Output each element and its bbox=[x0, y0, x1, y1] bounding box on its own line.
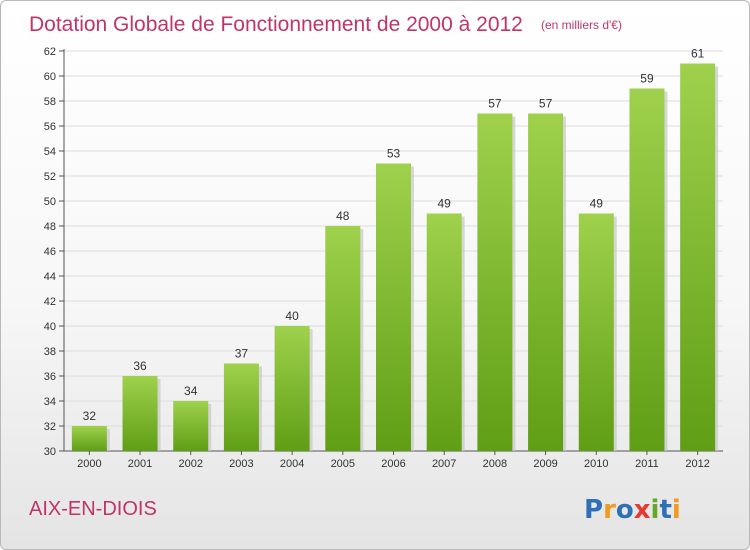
y-tick-label: 50 bbox=[44, 196, 56, 208]
x-tick-label: 2010 bbox=[584, 458, 608, 470]
y-tick-label: 36 bbox=[44, 371, 56, 383]
x-tick-label: 2004 bbox=[280, 458, 304, 470]
logo-letter: i bbox=[651, 495, 660, 525]
bars bbox=[71, 63, 719, 451]
y-tick-label: 34 bbox=[44, 396, 56, 408]
y-tick-label: 30 bbox=[44, 446, 56, 458]
y-tick-label: 58 bbox=[44, 96, 56, 108]
x-tick-label: 2001 bbox=[128, 458, 152, 470]
y-tick-label: 38 bbox=[44, 346, 56, 358]
data-label: 49 bbox=[438, 197, 452, 211]
x-tick-label: 2006 bbox=[381, 458, 405, 470]
chart-title: Dotation Globale de Fonctionnement de 20… bbox=[29, 13, 523, 36]
logo-letter: t bbox=[659, 495, 671, 525]
x-tick-label: 2005 bbox=[331, 458, 355, 470]
y-tick-label: 62 bbox=[44, 46, 56, 58]
y-tick-label: 54 bbox=[44, 146, 56, 158]
y-tick-label: 60 bbox=[44, 71, 56, 83]
data-label: 57 bbox=[539, 97, 553, 111]
y-tick-label: 44 bbox=[44, 271, 56, 283]
data-label: 57 bbox=[488, 97, 502, 111]
bar bbox=[223, 363, 259, 451]
bar bbox=[122, 376, 158, 451]
data-label: 48 bbox=[336, 209, 350, 223]
y-tick-label: 52 bbox=[44, 171, 56, 183]
x-tick-label: 2000 bbox=[77, 458, 101, 470]
x-tick-label: 2007 bbox=[432, 458, 456, 470]
y-tick-label: 40 bbox=[44, 321, 56, 333]
data-label: 34 bbox=[184, 384, 198, 398]
logo-letter: x bbox=[634, 495, 651, 525]
bar bbox=[376, 163, 411, 451]
commune-name: AIX-EN-DIOIS bbox=[29, 498, 157, 520]
logo-letter: P bbox=[584, 495, 603, 525]
y-tick-label: 46 bbox=[44, 246, 56, 258]
data-labels: 32 36 34 37 40 48 53 49 57 57 49 59 61 bbox=[83, 47, 705, 424]
bar bbox=[477, 113, 513, 451]
x-tick-label: 2011 bbox=[635, 458, 659, 470]
data-label: 32 bbox=[83, 409, 97, 423]
bar bbox=[173, 401, 209, 451]
data-label: 37 bbox=[235, 347, 249, 361]
data-label: 61 bbox=[691, 47, 705, 61]
y-tick-label: 32 bbox=[44, 421, 56, 433]
y-tick-label: 42 bbox=[44, 296, 56, 308]
y-tick-label: 48 bbox=[44, 221, 56, 233]
logo-letter: r bbox=[603, 495, 616, 525]
data-label: 36 bbox=[133, 359, 147, 373]
bar bbox=[578, 213, 614, 451]
x-tick-label: 2008 bbox=[483, 458, 507, 470]
bar bbox=[426, 213, 462, 451]
data-label: 59 bbox=[640, 72, 654, 86]
bar bbox=[680, 63, 716, 451]
x-tick-label: 2012 bbox=[685, 458, 709, 470]
logo-letter: o bbox=[616, 495, 634, 525]
bar bbox=[629, 88, 665, 451]
bar bbox=[528, 113, 564, 451]
data-label: 49 bbox=[590, 197, 604, 211]
x-tick-label: 2002 bbox=[178, 458, 202, 470]
data-label: 40 bbox=[285, 309, 299, 323]
chart-subtitle: (en milliers d'€) bbox=[541, 18, 622, 32]
y-tick-label: 56 bbox=[44, 121, 56, 133]
proxiti-logo: Proxiti bbox=[584, 495, 681, 525]
logo-letter: i bbox=[672, 495, 681, 525]
x-tick-label: 2009 bbox=[533, 458, 557, 470]
x-tick-label: 2003 bbox=[229, 458, 253, 470]
bar bbox=[325, 226, 361, 451]
bar bbox=[274, 326, 310, 451]
data-label: 53 bbox=[387, 147, 401, 161]
bar bbox=[71, 426, 107, 451]
